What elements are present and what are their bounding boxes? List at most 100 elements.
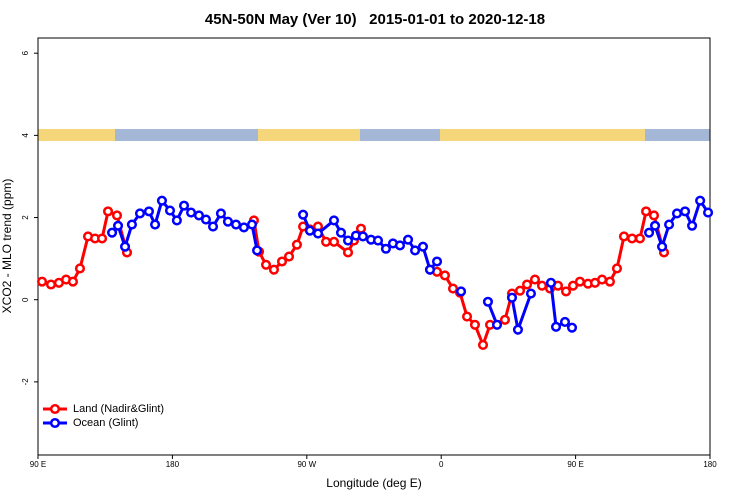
data-point bbox=[641, 206, 652, 217]
legend-label: Ocean (Glint) bbox=[73, 417, 138, 429]
data-point bbox=[276, 256, 288, 267]
data-point bbox=[566, 322, 578, 333]
y-tick-label: 6 bbox=[21, 50, 30, 55]
data-point bbox=[321, 236, 332, 247]
x-tick-label: 90 E bbox=[567, 460, 583, 469]
data-point bbox=[657, 241, 668, 252]
data-point bbox=[207, 221, 219, 232]
data-point bbox=[634, 233, 646, 244]
data-point bbox=[664, 219, 675, 230]
data-point bbox=[671, 208, 683, 219]
data-point bbox=[456, 286, 467, 297]
data-point bbox=[143, 206, 155, 217]
data-point bbox=[171, 215, 182, 226]
data-point bbox=[439, 270, 450, 281]
y-axis-label: XCO2 - MLO trend (ppm) bbox=[0, 179, 14, 314]
data-point bbox=[522, 279, 533, 290]
data-point bbox=[410, 245, 421, 256]
data-point bbox=[246, 219, 258, 230]
data-point bbox=[304, 225, 315, 236]
data-point bbox=[335, 227, 347, 238]
data-point bbox=[45, 279, 57, 290]
data-point bbox=[222, 216, 234, 227]
data-point bbox=[380, 243, 391, 254]
x-axis-label: Longitude (deg E) bbox=[326, 476, 421, 490]
data-point bbox=[74, 263, 86, 274]
data-point bbox=[649, 220, 661, 231]
data-point bbox=[164, 205, 176, 216]
data-point bbox=[112, 220, 124, 231]
data-point bbox=[283, 251, 295, 262]
data-point bbox=[111, 210, 123, 221]
data-point bbox=[107, 227, 118, 238]
data-point bbox=[447, 283, 459, 294]
data-point bbox=[36, 276, 48, 287]
legend-marker bbox=[49, 417, 61, 429]
data-point bbox=[431, 256, 443, 267]
data-point bbox=[268, 264, 279, 275]
data-point bbox=[703, 207, 714, 218]
data-point bbox=[97, 233, 108, 244]
data-point bbox=[230, 219, 242, 230]
data-point bbox=[200, 214, 212, 225]
data-point bbox=[120, 241, 131, 252]
data-point bbox=[193, 210, 205, 221]
data-point bbox=[461, 311, 473, 322]
data-point bbox=[238, 222, 249, 233]
data-point bbox=[342, 235, 354, 246]
plot-frame bbox=[37, 37, 711, 456]
data-point bbox=[342, 247, 354, 258]
data-point bbox=[186, 207, 197, 218]
data-point bbox=[402, 234, 414, 245]
data-point bbox=[611, 263, 623, 274]
x-tick-label: 180 bbox=[166, 460, 180, 469]
data-point bbox=[492, 319, 503, 330]
data-point bbox=[178, 200, 190, 211]
data-point bbox=[252, 245, 263, 256]
data-point bbox=[134, 208, 146, 219]
data-point bbox=[512, 324, 524, 335]
y-tick-label: 2 bbox=[21, 215, 30, 220]
data-point bbox=[215, 208, 226, 219]
x-tick-label: 0 bbox=[439, 460, 444, 469]
data-point bbox=[574, 276, 585, 287]
data-point bbox=[482, 296, 493, 307]
data-point bbox=[626, 233, 638, 244]
data-point bbox=[536, 280, 548, 291]
data-point bbox=[499, 314, 511, 325]
data-point bbox=[687, 220, 698, 231]
y-tick-label: 0 bbox=[21, 297, 30, 302]
data-point bbox=[372, 235, 384, 246]
x-tick-label: 90 E bbox=[30, 460, 46, 469]
data-point bbox=[298, 209, 309, 220]
legend-label: Land (Nadir&Glint) bbox=[73, 403, 164, 415]
ocean-band bbox=[645, 129, 710, 141]
data-point bbox=[102, 206, 114, 217]
data-point bbox=[618, 231, 630, 242]
data-point bbox=[559, 316, 571, 327]
data-point bbox=[644, 227, 655, 238]
data-point bbox=[477, 339, 489, 350]
data-point bbox=[126, 219, 137, 230]
data-point bbox=[328, 215, 340, 226]
x-tick-label: 180 bbox=[703, 460, 717, 469]
data-point bbox=[604, 276, 615, 287]
data-point bbox=[417, 241, 429, 252]
ocean-band bbox=[360, 129, 440, 141]
y-tick-label: 4 bbox=[21, 133, 30, 138]
data-point bbox=[67, 276, 78, 287]
ocean-band bbox=[115, 129, 258, 141]
map-strip bbox=[38, 129, 710, 141]
data-point bbox=[424, 264, 436, 275]
legend-marker bbox=[49, 403, 61, 415]
data-point bbox=[312, 228, 324, 239]
data-point bbox=[596, 274, 608, 285]
data-point bbox=[156, 195, 167, 206]
data-point bbox=[260, 259, 272, 270]
data-point bbox=[150, 219, 161, 230]
x-tick-label: 90 W bbox=[297, 460, 316, 469]
data-point bbox=[514, 285, 526, 296]
data-point bbox=[291, 239, 302, 250]
chart-title: 45N-50N May (Ver 10) 2015-01-01 to 2020-… bbox=[205, 11, 545, 28]
